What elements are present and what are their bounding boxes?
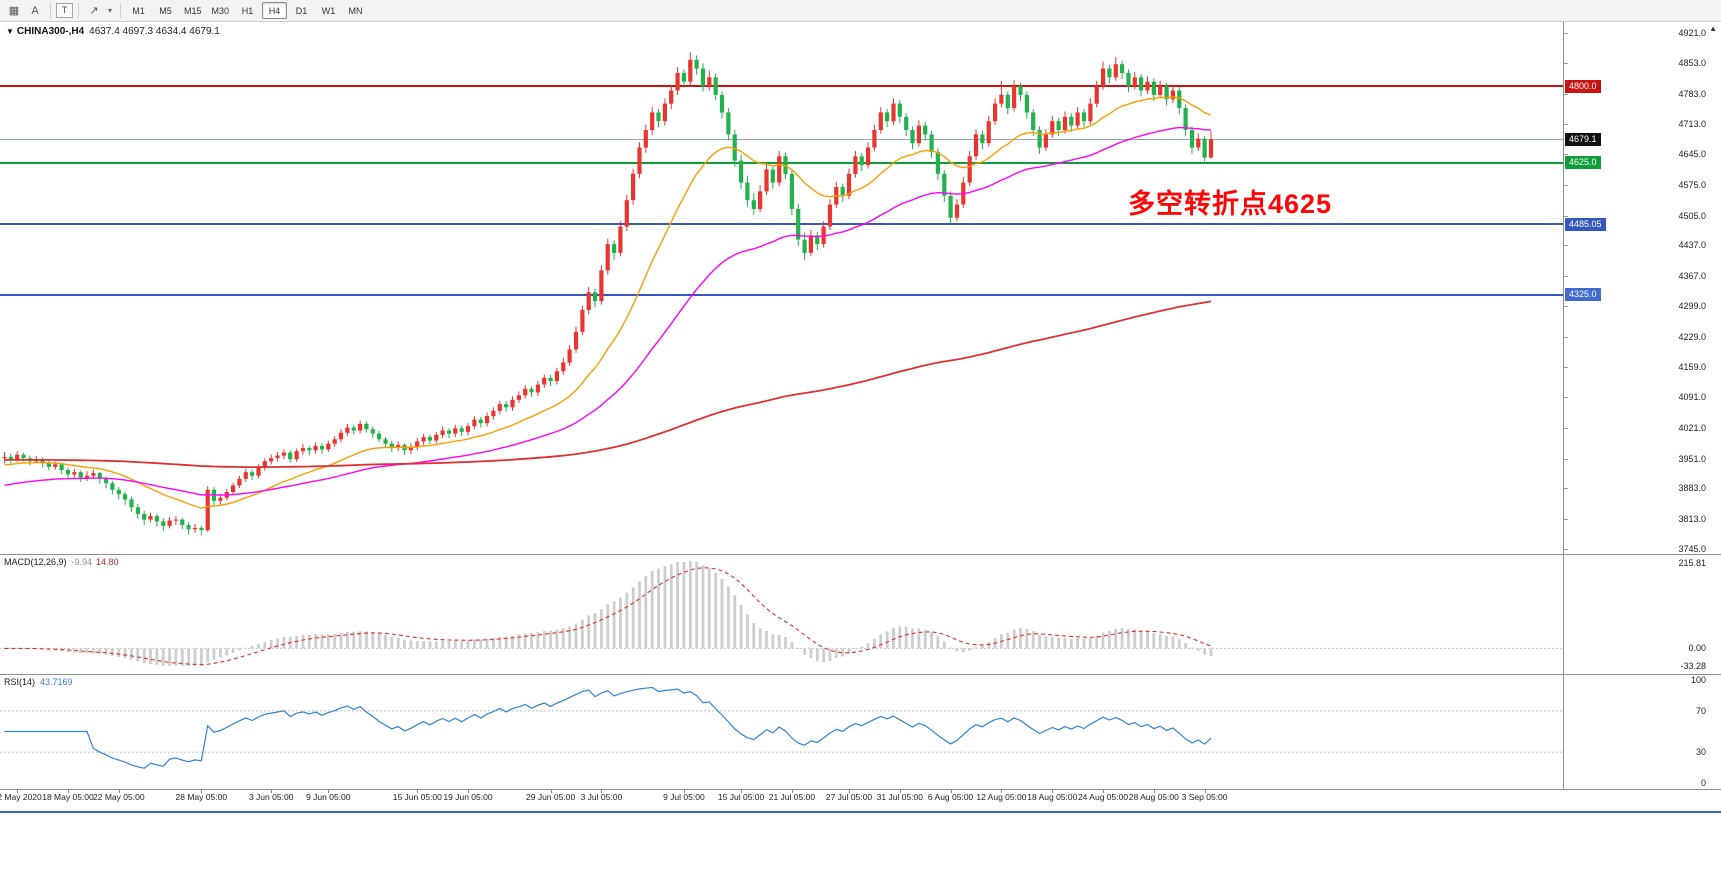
ohlc-values: 4637.4 4697.3 4634.4 4679.1 — [89, 26, 220, 37]
horizontal-line-4625.0[interactable] — [0, 161, 1563, 164]
macd-label: MACD(12,26,9) — [4, 557, 67, 567]
tools-dropdown-icon[interactable]: ▾ — [107, 6, 112, 15]
text-tool-icon[interactable]: T — [56, 3, 73, 18]
price-scale-arrow-icon[interactable]: ▲ — [1709, 24, 1717, 33]
horizontal-line-4485.05[interactable] — [0, 223, 1563, 226]
timeframe-button-W1[interactable]: W1 — [321, 5, 336, 16]
cursor-tool-icon[interactable]: A — [31, 4, 39, 17]
horizontal-line-4679.1[interactable] — [0, 138, 1563, 140]
rsi-value: 43.7169 — [40, 677, 73, 687]
drawing-tool-icon[interactable]: ↗ — [89, 5, 99, 17]
symbol-period-label: CHINA300-,H4 — [16, 26, 85, 37]
rsi-header: RSI(14) 43.7169 — [4, 677, 73, 687]
window-bottom-edge — [0, 811, 1721, 813]
timeframe-button-MN[interactable]: MN — [348, 5, 363, 16]
timeframe-button-M15[interactable]: M15 — [184, 5, 202, 16]
rsi-label: RSI(14) — [4, 677, 36, 687]
panel-separator[interactable] — [0, 674, 1721, 675]
macd-signal-value: 14.80 — [96, 557, 119, 567]
timeframe-button-D1[interactable]: D1 — [295, 5, 308, 16]
timeframe-button-H4[interactable]: H4 — [262, 2, 288, 19]
timeframe-button-M30[interactable]: M30 — [211, 5, 230, 16]
chart-windows-icon[interactable]: ▦ — [8, 5, 20, 17]
timeframe-button-M1[interactable]: M1 — [132, 5, 145, 16]
chart-title: ▼ CHINA300-,H4 4637.4 4697.3 4634.4 4679.1 — [6, 26, 220, 37]
time-axis-border — [0, 789, 1721, 790]
chart-annotation-text: 多空转折点4625 — [1128, 189, 1333, 219]
toolbar-separator — [120, 3, 121, 18]
macd-header: MACD(12,26,9) -9.94 14.80 — [4, 557, 119, 567]
toolbar: ▦ A T ↗ ▾ M1 M5 M15 M30 H1 H4 D1 W1 MN — [0, 0, 1721, 22]
candlestick-plot[interactable] — [0, 22, 1563, 554]
timeframe-button-M5[interactable]: M5 — [159, 5, 172, 16]
panel-separator[interactable] — [0, 554, 1721, 555]
toolbar-separator — [50, 3, 51, 18]
timeframe-button-group: M1 M5 M15 M30 H1 H4 D1 W1 MN — [126, 2, 368, 19]
macd-plot[interactable] — [0, 555, 1563, 674]
timeframe-button-H1[interactable]: H1 — [241, 5, 254, 16]
price-scale-border — [1563, 22, 1564, 789]
horizontal-line-4325.0[interactable] — [0, 293, 1563, 296]
rsi-plot[interactable] — [0, 675, 1563, 789]
horizontal-line-4800.0[interactable] — [0, 85, 1563, 88]
symbol-dropdown-icon[interactable]: ▼ — [6, 27, 14, 36]
toolbar-separator — [78, 3, 79, 18]
macd-main-value: -9.94 — [71, 557, 93, 567]
